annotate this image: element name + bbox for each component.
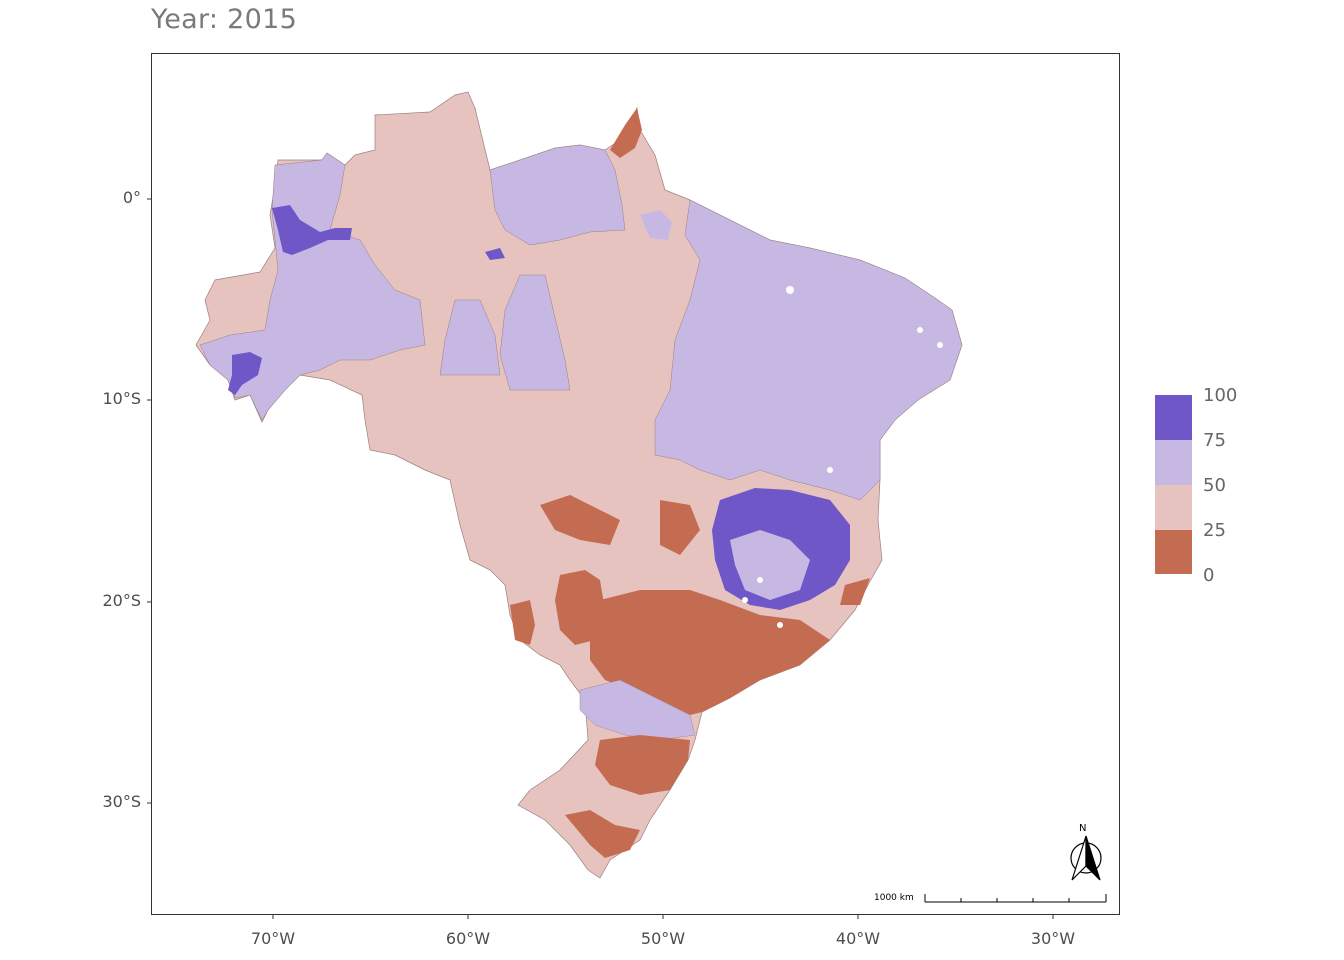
x-tick-label: 30°W [1030,929,1076,948]
north-label: N [1079,823,1087,834]
region-orange-sc [595,735,690,795]
legend-swatch [1155,485,1192,530]
y-tick-label: 20°S [102,591,141,610]
legend-label: 75 [1203,430,1226,451]
legend-swatch [1155,530,1192,574]
x-axis-ticks [272,915,1054,919]
region-lavender-mg [730,530,810,600]
legend-swatch [1155,440,1192,485]
region-lavender-para2 [439,299,501,376]
missing-data-cells [742,286,943,628]
x-tick-label: 60°W [445,929,491,948]
x-tick-label: 70°W [250,929,296,948]
region-orange-ap [610,108,642,158]
north-arrow-icon [1070,835,1102,881]
brazil-map [195,91,963,879]
region-orange-west [510,600,535,645]
y-axis-ticks [147,198,151,804]
legend-label: 50 [1203,475,1226,496]
scale-bar-label: 1000 km [874,893,914,903]
legend-label: 0 [1203,565,1215,586]
region-orange-mt [540,495,620,545]
region-lavender-ne [654,199,963,501]
region-lavender-para [499,274,571,391]
region-purple-acre [228,352,262,395]
region-purple-small [485,248,505,260]
legend-swatch [1155,395,1192,440]
x-tick-label: 50°W [640,929,686,948]
legend-label: 100 [1203,385,1238,406]
legend-label: 25 [1203,520,1226,541]
region-lavender-ap [640,210,672,240]
region-orange-ms [555,570,605,645]
y-tick-label: 0° [122,188,141,207]
region-lavender-north [489,144,626,246]
region-orange-se [590,590,830,715]
region-orange-ne [840,578,870,605]
region-pink-rs [530,770,610,815]
region-orange-mt2 [660,500,700,555]
y-tick-label: 10°S [102,389,141,408]
scale-bar [924,894,1107,903]
region-orange-rs [565,810,640,858]
region-purple-nw [272,205,352,255]
y-tick-label: 30°S [102,792,141,811]
x-tick-label: 40°W [835,929,881,948]
region-lavender-pr [579,679,696,741]
map-title: Year: 2015 [151,4,298,35]
